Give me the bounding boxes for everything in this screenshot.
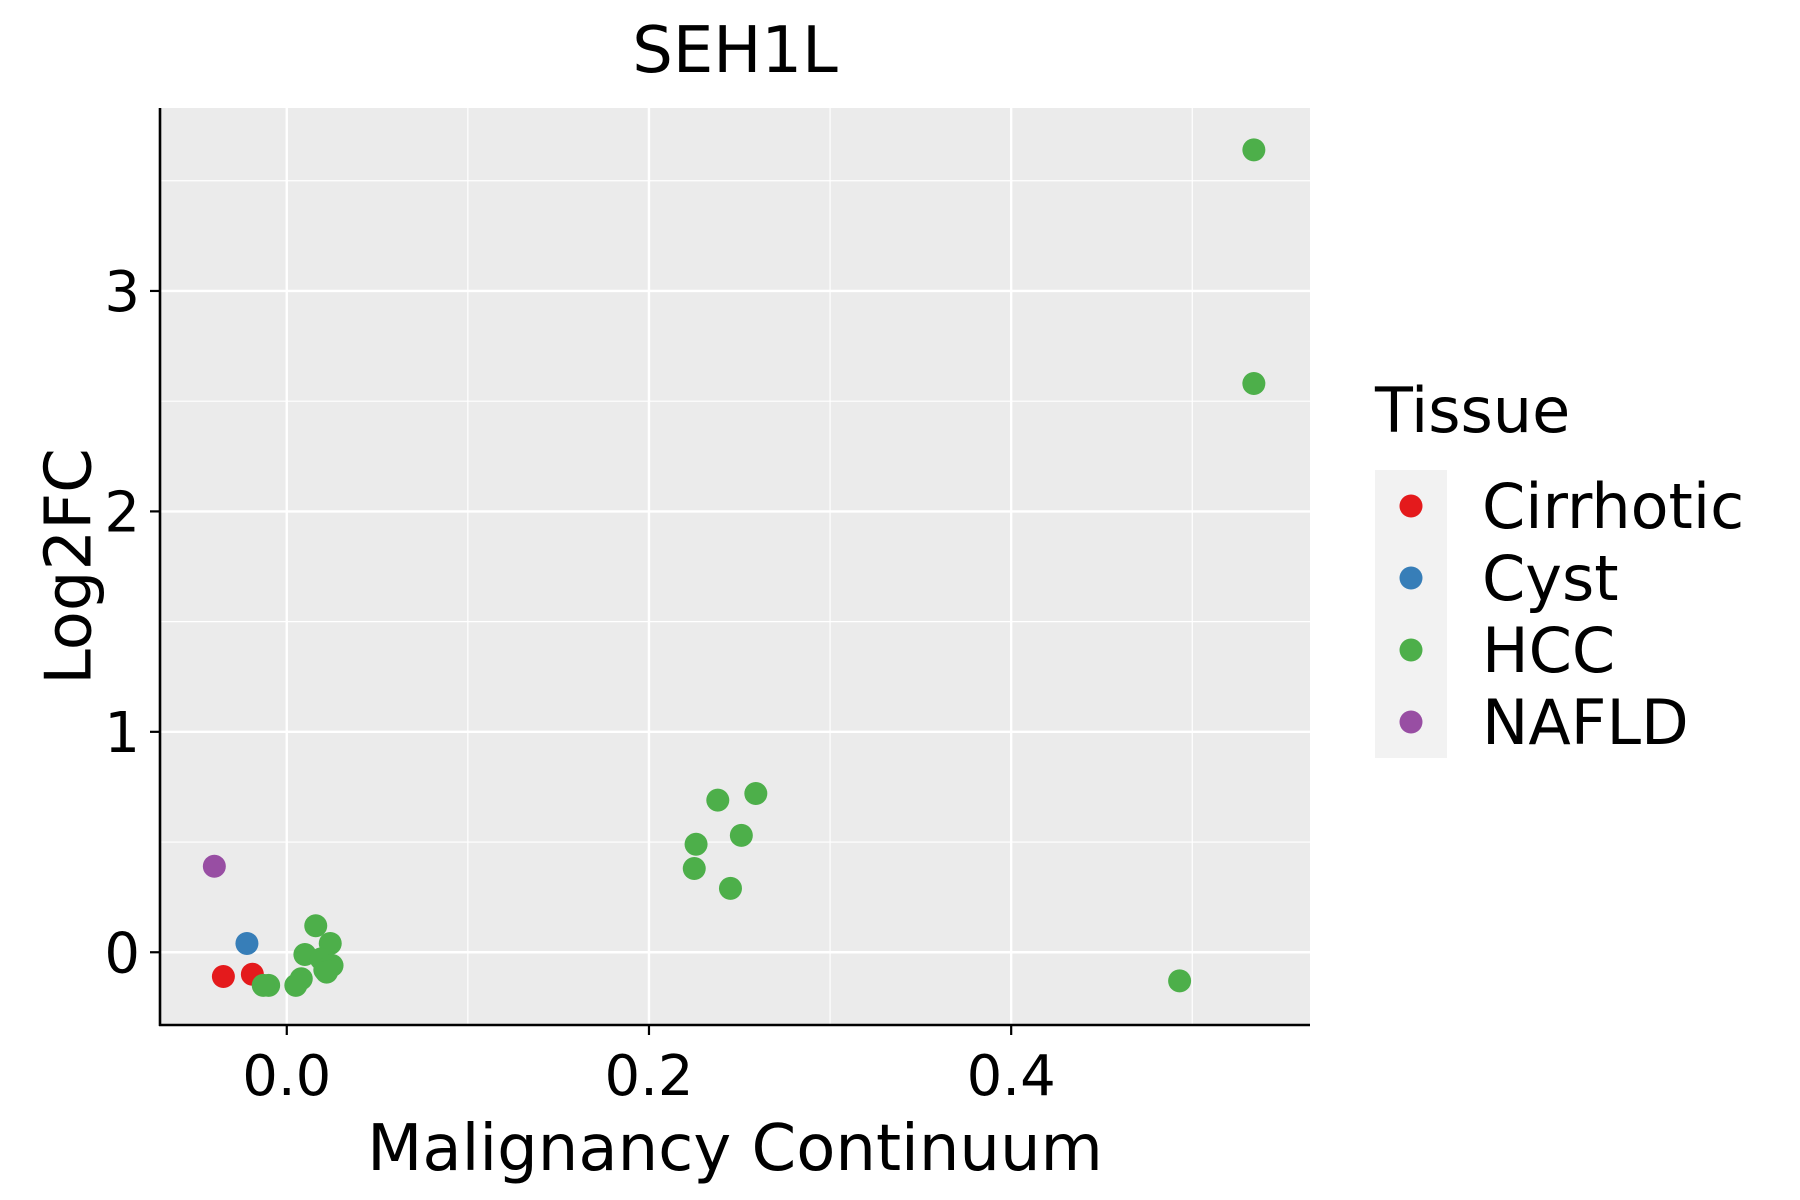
legend-key-cyst — [1399, 566, 1423, 590]
y-tick-label: 0 — [104, 921, 140, 986]
legend-label-cyst: Cyst — [1482, 542, 1619, 615]
y-tick-label: 3 — [104, 260, 140, 325]
data-point-hcc — [682, 856, 706, 880]
axes: 0.0 0.2 0.4 0 1 2 3 — [104, 108, 1310, 1109]
x-tick-label: 0.2 — [604, 1044, 693, 1109]
y-tick-label: 2 — [104, 480, 140, 545]
x-tick-label: 0.0 — [242, 1044, 331, 1109]
plot-panel — [160, 108, 1310, 1025]
data-points — [202, 138, 1266, 997]
data-point-hcc — [1242, 138, 1266, 162]
data-point-hcc — [315, 960, 339, 984]
data-point-hcc — [1242, 372, 1266, 396]
data-point-hcc — [304, 914, 328, 938]
data-point-hcc — [284, 973, 308, 997]
legend-key-cirrhotic — [1399, 494, 1423, 518]
legend-key-hcc — [1399, 638, 1423, 662]
data-point-hcc — [718, 876, 742, 900]
data-point-hcc — [684, 832, 708, 856]
x-tick-label: 0.4 — [967, 1044, 1056, 1109]
chart-title: SEH1L — [632, 14, 838, 88]
legend-key-background — [1375, 470, 1447, 758]
y-tick-label: 1 — [104, 701, 140, 766]
y-axis-title: Log2FC — [32, 448, 106, 685]
data-point-cyst — [235, 931, 259, 955]
x-axis-title: Malignancy Continuum — [367, 1112, 1103, 1186]
legend-label-hcc: HCC — [1482, 614, 1615, 687]
legend-key-nafld — [1399, 710, 1423, 734]
data-point-hcc — [251, 973, 275, 997]
data-point-hcc — [1168, 969, 1192, 993]
data-point-hcc — [706, 788, 730, 812]
legend-label-nafld: NAFLD — [1482, 686, 1689, 759]
legend-label-cirrhotic: Cirrhotic — [1482, 470, 1744, 543]
data-point-cirrhotic — [211, 965, 235, 989]
data-point-hcc — [744, 782, 768, 806]
data-point-hcc — [729, 823, 753, 847]
legend-title: Tissue — [1374, 374, 1570, 447]
data-point-nafld — [202, 854, 226, 878]
panel-background — [160, 108, 1310, 1025]
